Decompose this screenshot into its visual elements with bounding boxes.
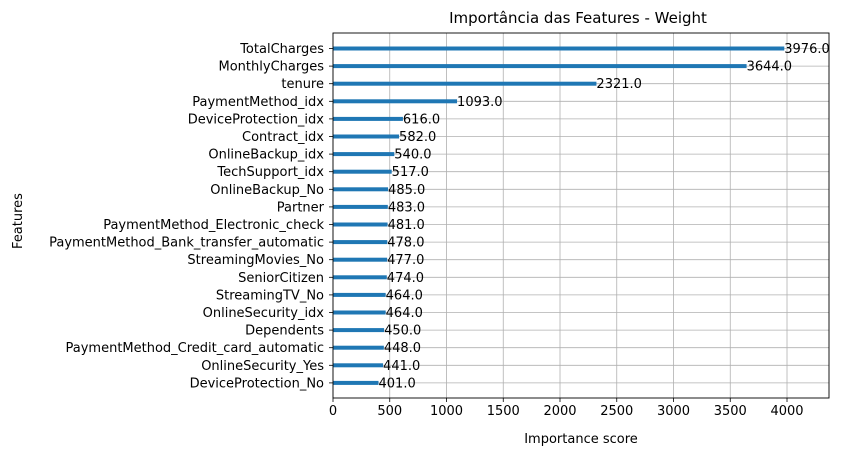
x-axis-label: Importance score <box>524 432 638 447</box>
bar <box>333 81 597 86</box>
value-label: 477.0 <box>387 253 424 268</box>
y-tick-label: OnlineSecurity_Yes <box>201 359 324 374</box>
bar <box>333 240 388 245</box>
value-label: 483.0 <box>388 200 425 215</box>
x-tick-label: 4000 <box>770 404 803 419</box>
y-tick-label: OnlineBackup_No <box>210 183 324 198</box>
bar <box>333 222 388 227</box>
value-label: 401.0 <box>379 376 416 391</box>
bar <box>333 204 388 209</box>
x-tick-label: 1000 <box>430 404 463 419</box>
value-label: 485.0 <box>388 183 425 198</box>
value-label: 2321.0 <box>596 77 642 92</box>
bar <box>333 152 395 157</box>
value-label: 464.0 <box>386 288 423 303</box>
value-label: 481.0 <box>388 218 425 233</box>
value-label: 582.0 <box>399 130 436 145</box>
y-tick-label: OnlineBackup_idx <box>208 148 324 163</box>
bar <box>333 363 384 368</box>
x-tick-label: 2000 <box>543 404 576 419</box>
y-tick-label: OnlineSecurity_idx <box>203 306 325 321</box>
y-axis-label: Features <box>11 193 26 249</box>
y-tick-label: DeviceProtection_idx <box>188 112 325 127</box>
bar <box>333 46 785 51</box>
value-label: 448.0 <box>384 341 421 356</box>
chart-title: Importância das Features - Weight <box>449 9 707 27</box>
x-ticks: 0 500 1000 1500 2000 2500 3000 3500 4000 <box>329 398 804 419</box>
bar <box>333 328 385 333</box>
y-ticks: TotalCharges MonthlyCharges tenure PaymentM… <box>49 42 333 391</box>
x-tick-label: 3000 <box>657 404 690 419</box>
bar <box>333 134 400 139</box>
value-label: 3644.0 <box>747 60 793 75</box>
y-tick-label: PaymentMethod_Electronic_check <box>103 218 324 233</box>
y-tick-label: SeniorCitizen <box>238 271 324 286</box>
y-tick-label: Contract_idx <box>242 130 324 145</box>
y-tick-label: TechSupport_idx <box>216 165 324 180</box>
y-tick-label: PaymentMethod_Bank_transfer_automatic <box>49 236 324 251</box>
y-tick-label: StreamingMovies_No <box>187 253 324 268</box>
y-tick-label: MonthlyCharges <box>219 60 325 75</box>
y-tick-label: PaymentMethod_Credit_card_automatic <box>66 341 325 356</box>
bar <box>333 99 458 104</box>
x-tick-label: 500 <box>377 404 402 419</box>
y-tick-label: Partner <box>277 200 325 215</box>
bars <box>333 46 785 385</box>
value-label: 464.0 <box>386 306 423 321</box>
value-label: 1093.0 <box>457 95 503 110</box>
bar <box>333 275 387 280</box>
y-tick-label: DeviceProtection_No <box>190 376 324 391</box>
x-tick-label: 0 <box>329 404 337 419</box>
y-tick-label: PaymentMethod_idx <box>192 95 324 110</box>
value-label: 474.0 <box>387 271 424 286</box>
bar <box>333 169 392 174</box>
bar <box>333 257 388 262</box>
value-label: 517.0 <box>392 165 429 180</box>
plot-area-border <box>332 32 830 399</box>
x-tick-label: 3500 <box>714 404 747 419</box>
x-tick-label: 1500 <box>487 404 520 419</box>
value-label: 540.0 <box>394 148 431 163</box>
x-tick-label: 2500 <box>600 404 633 419</box>
value-label: 478.0 <box>387 236 424 251</box>
y-tick-label: StreamingTV_No <box>216 288 324 303</box>
value-label: 450.0 <box>384 324 421 339</box>
bar <box>333 345 384 350</box>
plot-frame <box>332 32 830 399</box>
bar <box>333 292 386 297</box>
bar <box>333 64 747 69</box>
value-label: 616.0 <box>403 112 440 127</box>
y-tick-label: TotalCharges <box>239 42 324 57</box>
bar <box>333 116 403 121</box>
bar <box>333 310 386 315</box>
value-label: 441.0 <box>383 359 420 374</box>
value-labels: 3976.0 3644.0 2321.0 1093.0 616.0 582.0 540.0 5… <box>379 42 830 391</box>
y-tick-label: tenure <box>281 77 324 92</box>
bar <box>333 380 379 385</box>
value-label: 3976.0 <box>784 42 830 57</box>
y-tick-label: Dependents <box>245 324 324 339</box>
bar <box>333 187 389 192</box>
